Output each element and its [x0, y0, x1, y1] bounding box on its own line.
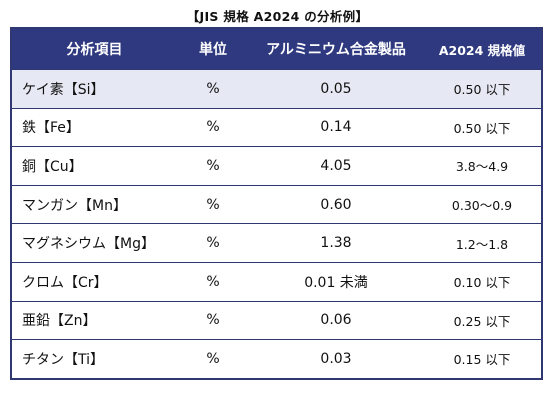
row-spec: 0.30～0.9	[451, 198, 513, 214]
row-item: クロム【Cr】	[22, 274, 108, 291]
row-item: 鉄【Fe】	[22, 120, 80, 137]
row-unit: %	[206, 196, 220, 213]
header-analysis-item: 分析項目	[66, 42, 123, 58]
header-unit: 単位	[199, 42, 227, 58]
table-row: チタン【Ti】 % 0.03 0.15 以下	[12, 339, 541, 378]
row-item: 亜鉛【Zn】	[22, 313, 97, 330]
row-value: 4.05	[320, 157, 352, 174]
row-spec: 0.50 以下	[453, 120, 511, 136]
table-header-row: 分析項目 単位 アルミニウム合金製品 A2024 規格値	[12, 29, 541, 69]
row-unit: %	[206, 235, 220, 252]
row-spec: 0.50 以下	[453, 82, 511, 98]
row-value: 0.01 未満	[304, 274, 368, 291]
analysis-table: 分析項目 単位 アルミニウム合金製品 A2024 規格値 ケイ素【Si】 % 0…	[10, 27, 543, 380]
header-spec: A2024 規格値	[438, 42, 526, 58]
row-item: ケイ素【Si】	[22, 81, 105, 98]
table-row: 亜鉛【Zn】 % 0.06 0.25 以下	[12, 300, 541, 340]
row-spec: 0.10 以下	[453, 275, 511, 291]
row-unit: %	[206, 157, 220, 174]
row-value: 0.14	[320, 119, 352, 136]
row-spec: 0.15 以下	[453, 352, 511, 368]
table-row: 鉄【Fe】 % 0.14 0.50 以下	[12, 107, 541, 147]
table-row: 銅【Cu】 % 4.05 3.8～4.9	[12, 146, 541, 185]
table-row: ケイ素【Si】 % 0.05 0.50 以下	[12, 69, 541, 108]
row-value: 0.60	[320, 196, 352, 213]
table-row: マグネシウム【Mg】 % 1.38 1.2～1.8	[12, 223, 541, 262]
row-value: 1.38	[320, 235, 352, 252]
row-unit: %	[206, 80, 220, 97]
row-unit: %	[206, 273, 220, 290]
row-spec: 0.25 以下	[453, 313, 511, 329]
row-unit: %	[206, 312, 220, 329]
row-item: 銅【Cu】	[22, 158, 83, 175]
table-title: 【JIS 規格 A2024 の分析例】	[186, 9, 369, 24]
table-row: クロム【Cr】 % 0.01 未満 0.10 以下	[12, 261, 541, 301]
row-unit: %	[206, 350, 220, 367]
row-value: 0.03	[320, 350, 352, 367]
row-spec: 3.8～4.9	[455, 159, 509, 175]
row-unit: %	[206, 119, 220, 136]
row-item: チタン【Ti】	[22, 351, 105, 368]
header-product: アルミニウム合金製品	[266, 42, 406, 58]
row-value: 0.05	[320, 80, 352, 97]
row-item: マンガン【Mn】	[22, 197, 127, 214]
table-row: マンガン【Mn】 % 0.60 0.30～0.9	[12, 184, 541, 224]
row-spec: 1.2～1.8	[455, 236, 509, 252]
row-value: 0.06	[320, 312, 352, 329]
row-item: マグネシウム【Mg】	[22, 236, 155, 253]
